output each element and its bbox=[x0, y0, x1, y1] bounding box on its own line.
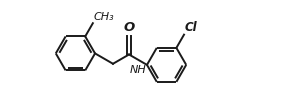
Text: O: O bbox=[123, 21, 135, 34]
Text: Cl: Cl bbox=[184, 21, 197, 34]
Text: CH₃: CH₃ bbox=[94, 12, 115, 22]
Text: NH: NH bbox=[130, 65, 146, 75]
